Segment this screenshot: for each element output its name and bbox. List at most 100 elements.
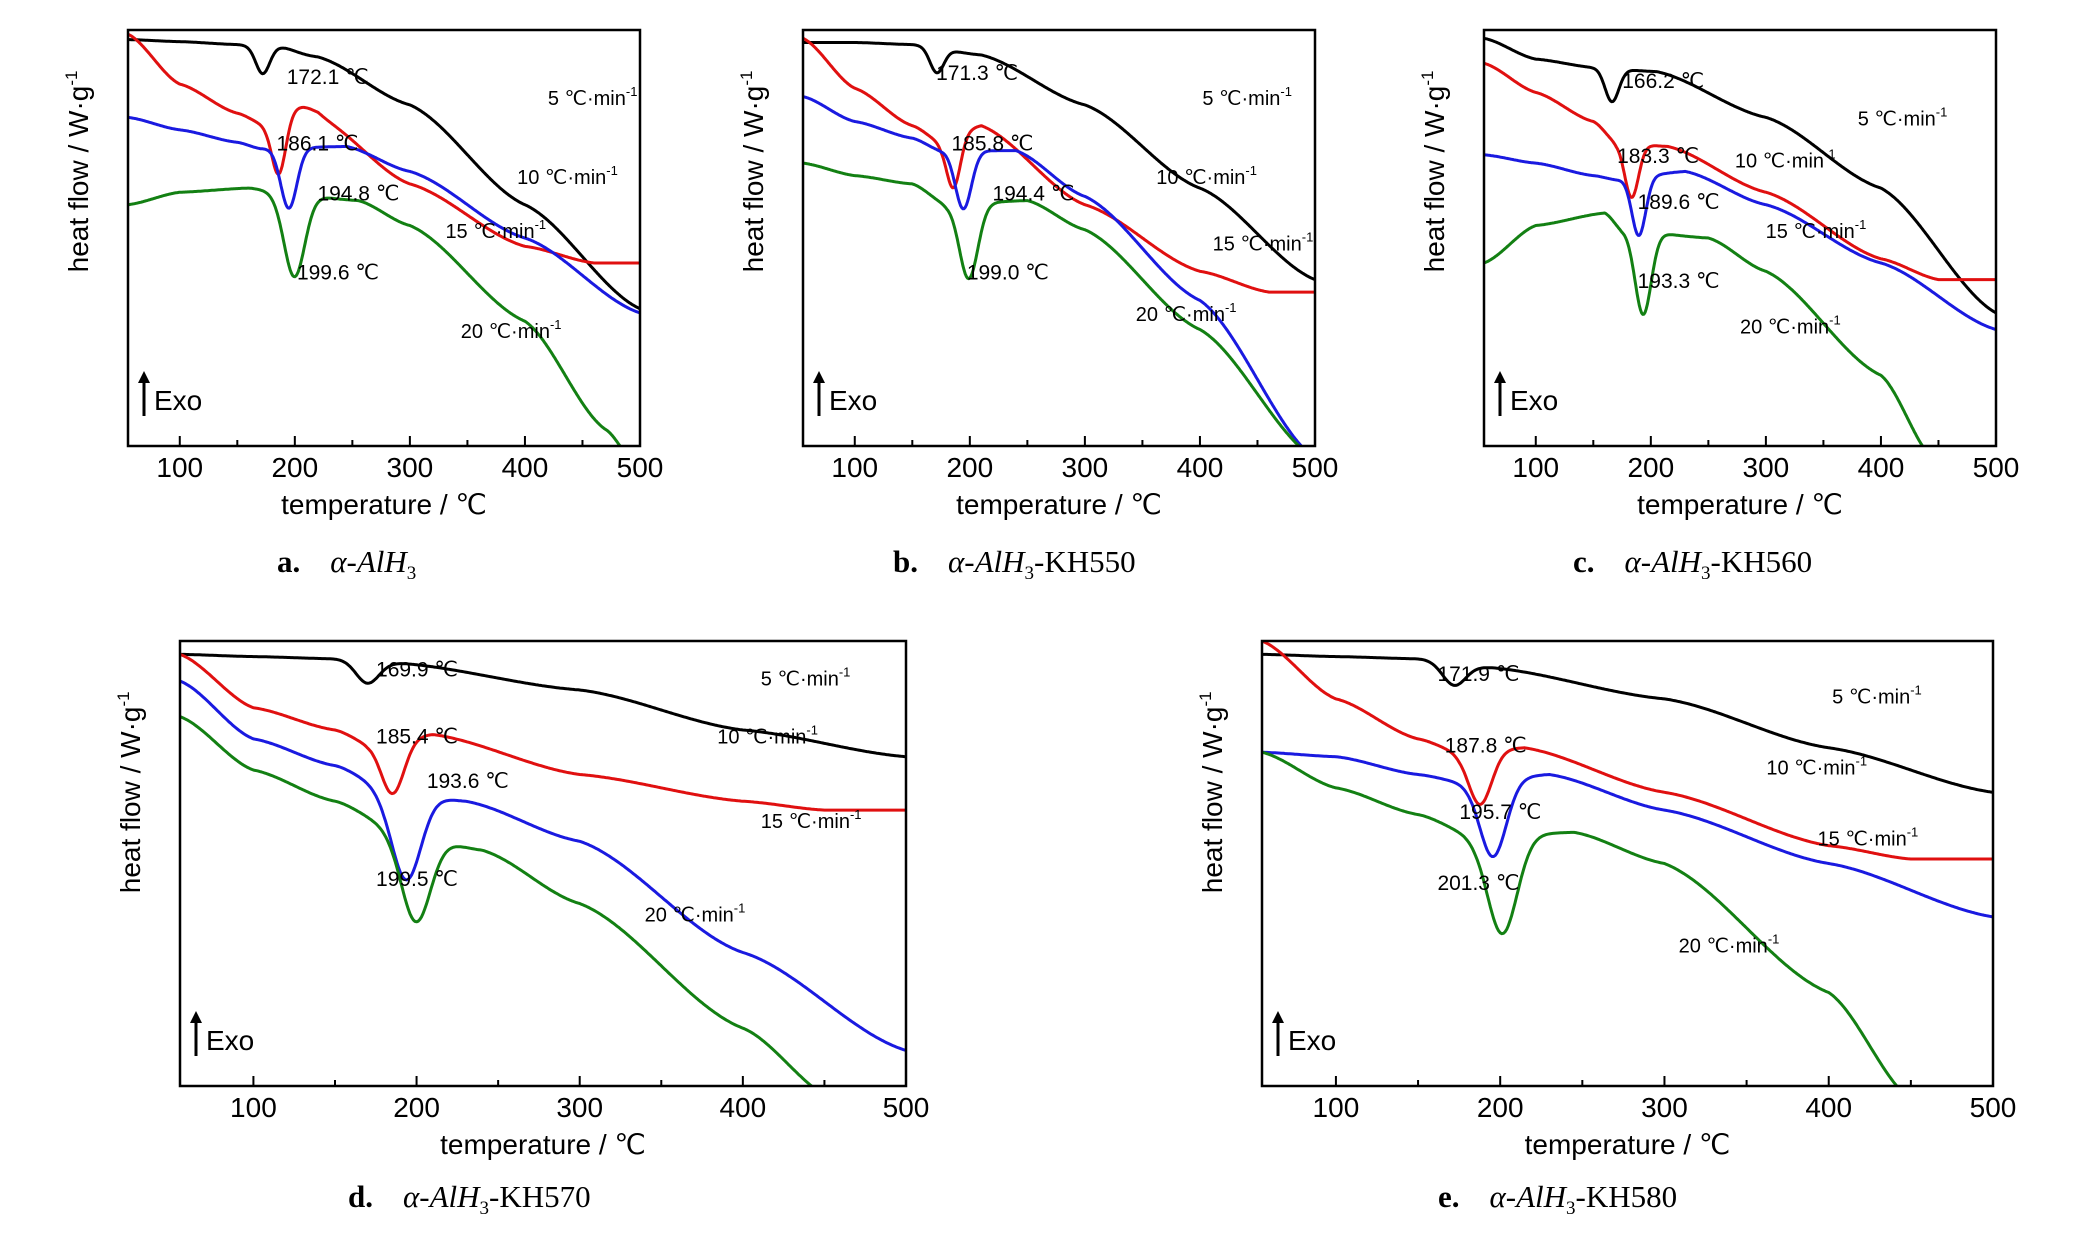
rate-label-sup: -1 (1768, 932, 1780, 947)
x-tick-label: 300 (387, 452, 434, 483)
exo-arrowhead-icon (1494, 371, 1506, 383)
caption-subscript: 3 (1701, 563, 1711, 584)
series-line-10 (128, 32, 640, 265)
rate-label-text: 15 ℃·min (761, 811, 850, 833)
caption-suffix: -KH580 (1576, 1179, 1678, 1214)
rate-label: 20 ℃·min-1 (1740, 313, 1841, 339)
x-tick-label: 100 (156, 452, 203, 483)
y-axis-label-text: heat flow / W·g (738, 86, 769, 273)
x-tick-label: 100 (831, 452, 878, 483)
x-tick-label: 400 (1858, 452, 1905, 483)
x-tick-label: 500 (883, 1092, 930, 1123)
rate-label-sup: -1 (1910, 682, 1922, 697)
rate-label-text: 10 ℃·min (717, 726, 806, 748)
series-line-10 (180, 652, 906, 812)
caption-suffix: -KH560 (1711, 544, 1813, 579)
caption-suffix: -KH570 (489, 1179, 591, 1214)
rate-label-sup: -1 (606, 163, 618, 178)
series-line-15 (128, 115, 640, 315)
rate-label: 5 ℃·min-1 (1858, 105, 1948, 131)
series-line-15 (803, 95, 1304, 446)
rate-label-sup: -1 (550, 317, 562, 332)
rate-label-sup: -1 (535, 217, 547, 232)
series-line-5 (803, 41, 1315, 282)
chart-panel-d: 100 200 300 400 500 temperature / ℃ heat flow … (114, 639, 930, 1219)
peak-label: 193.3 ℃ (1638, 270, 1720, 293)
x-tick-label: 400 (502, 452, 549, 483)
caption-subscript: 3 (480, 1198, 490, 1219)
x-tick-label: 100 (230, 1092, 277, 1123)
rate-label-text: 15 ℃·min (445, 221, 534, 243)
rate-label: 5 ℃·min-1 (1202, 84, 1292, 110)
series-line-15 (180, 679, 906, 1052)
exo-label: Exo (206, 1025, 254, 1056)
x-tick-label: 300 (1062, 452, 1109, 483)
y-axis-label-sup: -1 (62, 71, 81, 86)
rate-label: 5 ℃·min-1 (1832, 682, 1922, 708)
series-line-20 (1262, 750, 1899, 1086)
x-tick-label: 400 (1177, 452, 1224, 483)
rate-label: 15 ℃·min-1 (1213, 229, 1314, 255)
x-axis-label: temperature / ℃ (281, 489, 487, 520)
rate-label-sup: -1 (1245, 163, 1257, 178)
rate-label-sup: -1 (1856, 754, 1868, 769)
caption-letter: e. (1438, 1179, 1460, 1214)
rate-label-text: 5 ℃·min (548, 88, 626, 110)
y-axis-label: heat flow / W·g-1 (1196, 691, 1228, 893)
series-line-5 (180, 652, 906, 759)
peak-label: 171.9 ℃ (1437, 663, 1519, 686)
rate-label: 10 ℃·min-1 (1735, 146, 1836, 172)
rate-label-sup: -1 (1280, 84, 1292, 99)
x-tick-label: 200 (1627, 452, 1674, 483)
plot-frame (126, 28, 642, 448)
series-line-10 (1484, 61, 1996, 282)
caption-alpha: α-AlH (1625, 544, 1703, 579)
rate-label: 10 ℃·min-1 (517, 163, 618, 189)
x-axis-label: temperature / ℃ (956, 489, 1162, 520)
series-line-10 (803, 36, 1315, 294)
rate-label-sup: -1 (1225, 300, 1237, 315)
rate-label-text: 5 ℃·min (761, 669, 839, 691)
caption-letter: b. (893, 544, 918, 579)
y-axis-label: heat flow / W·g-1 (1418, 71, 1450, 273)
exo-arrowhead-icon (138, 371, 150, 383)
peak-label: 199.6 ℃ (297, 262, 379, 285)
exo-arrowhead-icon (1272, 1011, 1284, 1023)
panel-caption: b. α-AlH3-KH550 (893, 544, 1136, 584)
rate-label-text: 5 ℃·min (1832, 686, 1910, 708)
rate-label: 20 ℃·min-1 (645, 900, 746, 926)
rate-label: 10 ℃·min-1 (717, 722, 818, 748)
caption-subscript: 3 (1566, 1198, 1576, 1219)
rate-label-sup: -1 (850, 807, 862, 822)
peak-label: 185.4 ℃ (376, 725, 458, 748)
rate-label-sup: -1 (806, 722, 818, 737)
caption-alpha: α-AlH (330, 544, 408, 579)
y-axis-label: heat flow / W·g-1 (62, 71, 94, 273)
series-line-20 (803, 161, 1302, 446)
rate-label-text: 15 ℃·min (1213, 233, 1302, 255)
x-tick-label: 500 (617, 452, 664, 483)
series-line-20 (1484, 211, 1925, 446)
panel-caption: d. α-AlH3-KH570 (348, 1179, 591, 1219)
series-line-5 (1262, 652, 1993, 794)
series-line-15 (1484, 153, 1996, 331)
chart-panel-e: 100 200 300 400 500 temperature / ℃ heat flow … (1196, 639, 2017, 1219)
peak-label: 185.8 ℃ (951, 133, 1033, 156)
caption-alpha: α-AlH (948, 544, 1026, 579)
exo-label: Exo (1510, 385, 1558, 416)
caption-alpha: α-AlH (1490, 1179, 1568, 1214)
series-line-5 (128, 38, 640, 311)
rate-label-text: 10 ℃·min (1766, 758, 1855, 780)
plot-frame (1482, 28, 1998, 448)
plot-frame (801, 28, 1317, 448)
rate-label: 15 ℃·min-1 (445, 217, 546, 243)
x-tick-label: 200 (946, 452, 993, 483)
rate-label: 15 ℃·min-1 (761, 807, 862, 833)
rate-label-text: 15 ℃·min (1818, 829, 1907, 851)
rate-label-sup: -1 (1907, 825, 1919, 840)
chart-panel-c: 100 200 300 400 500 temperature / ℃ heat flow … (1418, 28, 2019, 584)
x-tick-label: 100 (1313, 1092, 1360, 1123)
panel-caption: a. α-AlH3 (277, 544, 416, 584)
peak-label: 171.3 ℃ (936, 62, 1018, 85)
x-tick-label: 500 (1970, 1092, 2017, 1123)
